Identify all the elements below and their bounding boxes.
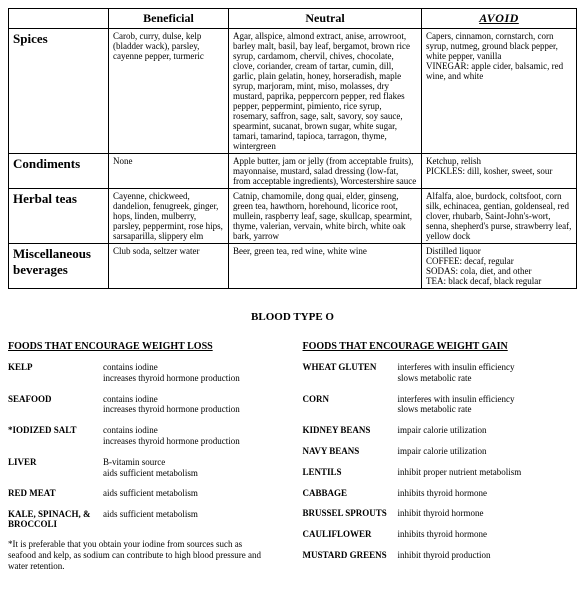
food-name: KELP (8, 362, 103, 384)
cell-avoid: Capers, cinnamon, cornstarch, corn syrup… (422, 29, 577, 154)
food-row: NAVY BEANSimpair calorie utilization (303, 446, 578, 457)
food-row: SEAFOODcontains iodine increases thyroid… (8, 394, 283, 416)
food-row: CAULIFLOWERinhibits thyroid hormone (303, 529, 578, 540)
table-row: CondimentsNoneApple butter, jam or jelly… (9, 154, 577, 189)
food-name: LIVER (8, 457, 103, 479)
food-desc: contains iodine increases thyroid hormon… (103, 362, 240, 384)
header-neutral: Neutral (229, 9, 422, 29)
food-name: CABBAGE (303, 488, 398, 499)
food-name: MUSTARD GREENS (303, 550, 398, 561)
cell-beneficial: Carob, curry, dulse, kelp (bladder wack)… (109, 29, 229, 154)
food-desc: impair calorie utilization (398, 425, 487, 436)
diet-table: Beneficial Neutral AVOID SpicesCarob, cu… (8, 8, 577, 289)
row-label: Condiments (9, 154, 109, 189)
cell-beneficial: None (109, 154, 229, 189)
food-name: *IODIZED SALT (8, 425, 103, 447)
row-label: Miscellaneous beverages (9, 244, 109, 289)
food-name: CORN (303, 394, 398, 416)
food-desc: inhibits thyroid hormone (398, 529, 488, 540)
food-name: NAVY BEANS (303, 446, 398, 457)
food-name: CAULIFLOWER (303, 529, 398, 540)
food-desc: inhibit thyroid hormone (398, 508, 484, 519)
page-title: BLOOD TYPE O (8, 311, 577, 323)
weight-gain-column: FOODS THAT ENCOURAGE WEIGHT GAIN WHEAT G… (303, 341, 578, 572)
food-desc: inhibit thyroid production (398, 550, 491, 561)
food-desc: contains iodine increases thyroid hormon… (103, 425, 240, 447)
row-label: Herbal teas (9, 189, 109, 244)
cell-neutral: Catnip, chamomile, dong quai, elder, gin… (229, 189, 422, 244)
header-beneficial: Beneficial (109, 9, 229, 29)
row-label: Spices (9, 29, 109, 154)
food-name: KALE, SPINACH, & BROCCOLI (8, 509, 103, 529)
food-desc: impair calorie utilization (398, 446, 487, 457)
cell-beneficial: Cayenne, chickweed, dandelion, fenugreek… (109, 189, 229, 244)
food-desc: contains iodine increases thyroid hormon… (103, 394, 240, 416)
food-row: *IODIZED SALTcontains iodine increases t… (8, 425, 283, 447)
food-row: KELPcontains iodine increases thyroid ho… (8, 362, 283, 384)
weight-loss-heading: FOODS THAT ENCOURAGE WEIGHT LOSS (8, 341, 283, 352)
header-blank (9, 9, 109, 29)
cell-avoid: Ketchup, relish PICKLES: dill, kosher, s… (422, 154, 577, 189)
iodine-footnote: *It is preferable that you obtain your i… (8, 539, 268, 571)
food-row: LENTILSinhibit proper nutrient metabolis… (303, 467, 578, 478)
food-name: SEAFOOD (8, 394, 103, 416)
food-desc: aids sufficient metabolism (103, 509, 198, 529)
food-name: BRUSSEL SPROUTS (303, 508, 398, 519)
food-row: KALE, SPINACH, & BROCCOLIaids sufficient… (8, 509, 283, 529)
cell-neutral: Agar, allspice, almond extract, anise, a… (229, 29, 422, 154)
food-desc: inhibit proper nutrient metabolism (398, 467, 522, 478)
food-desc: interferes with insulin efficiency slows… (398, 362, 515, 384)
cell-avoid: Alfalfa, aloe, burdock, coltsfoot, corn … (422, 189, 577, 244)
food-row: LIVERB-vitamin source aids sufficient me… (8, 457, 283, 479)
food-row: MUSTARD GREENSinhibit thyroid production (303, 550, 578, 561)
food-row: BRUSSEL SPROUTSinhibit thyroid hormone (303, 508, 578, 519)
food-row: RED MEATaids sufficient metabolism (8, 488, 283, 499)
food-desc: interferes with insulin efficiency slows… (398, 394, 515, 416)
weight-gain-heading: FOODS THAT ENCOURAGE WEIGHT GAIN (303, 341, 578, 352)
cell-neutral: Apple butter, jam or jelly (from accepta… (229, 154, 422, 189)
weight-columns: FOODS THAT ENCOURAGE WEIGHT LOSS KELPcon… (8, 341, 577, 572)
table-row: Miscellaneous beveragesClub soda, seltze… (9, 244, 577, 289)
food-name: KIDNEY BEANS (303, 425, 398, 436)
table-row: Herbal teasCayenne, chickweed, dandelion… (9, 189, 577, 244)
food-row: CABBAGEinhibits thyroid hormone (303, 488, 578, 499)
cell-beneficial: Club soda, seltzer water (109, 244, 229, 289)
table-row: SpicesCarob, curry, dulse, kelp (bladder… (9, 29, 577, 154)
cell-neutral: Beer, green tea, red wine, white wine (229, 244, 422, 289)
food-desc: B-vitamin source aids sufficient metabol… (103, 457, 198, 479)
header-avoid: AVOID (422, 9, 577, 29)
food-desc: aids sufficient metabolism (103, 488, 198, 499)
food-row: WHEAT GLUTENinterferes with insulin effi… (303, 362, 578, 384)
weight-loss-column: FOODS THAT ENCOURAGE WEIGHT LOSS KELPcon… (8, 341, 283, 572)
food-name: RED MEAT (8, 488, 103, 499)
cell-avoid: Distilled liquor COFFEE: decaf, regular … (422, 244, 577, 289)
food-name: LENTILS (303, 467, 398, 478)
food-name: WHEAT GLUTEN (303, 362, 398, 384)
food-row: CORNinterferes with insulin efficiency s… (303, 394, 578, 416)
food-row: KIDNEY BEANSimpair calorie utilization (303, 425, 578, 436)
food-desc: inhibits thyroid hormone (398, 488, 488, 499)
